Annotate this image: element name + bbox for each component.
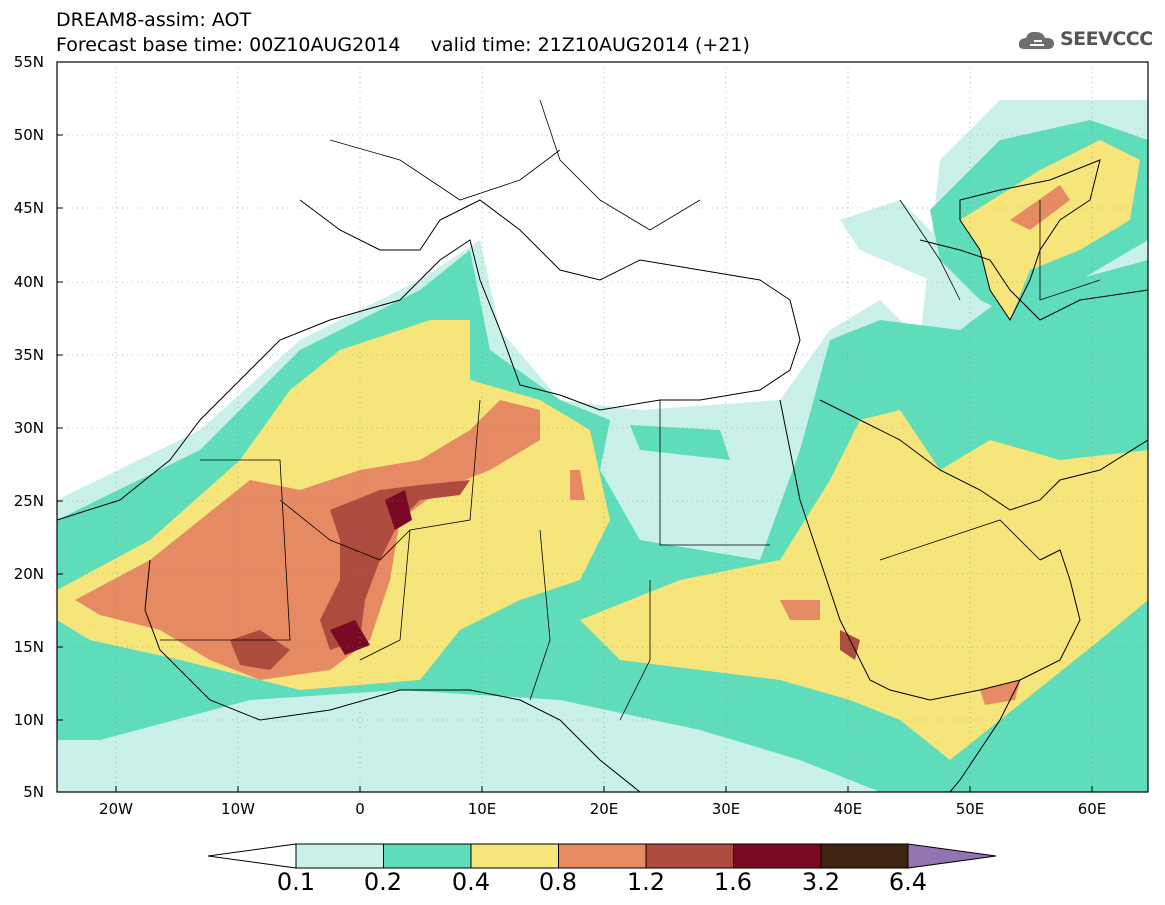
aot-0.2-region: [630, 425, 730, 460]
lon-label: 0: [355, 800, 365, 818]
colorbar-label: 0.8: [538, 868, 578, 896]
colorbar-label: 0.2: [363, 868, 403, 896]
logo-text: SEEVCCC: [1060, 28, 1153, 50]
coastline: [919, 239, 1148, 321]
coastline: [57, 199, 801, 521]
coastline: [1019, 549, 1081, 681]
lon-label: 10W: [221, 800, 255, 818]
cloud-icon: [1018, 31, 1054, 49]
colorbar-swatch: [558, 843, 647, 869]
colorbar-label: 0.4: [451, 868, 491, 896]
lon-label: 50E: [955, 800, 985, 818]
border: [359, 529, 411, 661]
lon-label: 30E: [711, 800, 741, 818]
aot-0.8-region: [570, 470, 585, 500]
aot-1.2-region: [840, 630, 860, 660]
aot-0.1-region: [840, 200, 950, 280]
border: [1039, 200, 1101, 301]
lat-label: 40N: [13, 273, 44, 291]
lon-label: 40E: [833, 800, 863, 818]
colorbar-swatch: [645, 843, 734, 869]
lat-label: 30N: [13, 419, 44, 437]
colorbar-swatch: [295, 843, 384, 869]
aot-1.6-region: [330, 620, 370, 655]
border: [619, 580, 651, 721]
border: [279, 399, 481, 561]
coastline: [779, 399, 1021, 792]
border: [899, 199, 961, 301]
coastline: [144, 559, 641, 792]
border: [329, 139, 561, 201]
aot-0.8-region: [980, 680, 1020, 705]
colorbar-swatch: [733, 843, 822, 869]
lon-label: 20E: [589, 800, 619, 818]
colorbar-label: 1.6: [713, 868, 753, 896]
axis-ticks: [57, 61, 1093, 793]
border: [539, 99, 701, 231]
border: [659, 400, 770, 546]
lat-label: 45N: [13, 199, 44, 217]
aot-1.6-region: [385, 490, 412, 530]
lat-label: 25N: [13, 492, 44, 510]
lat-label: 10N: [13, 711, 44, 729]
colorbar-low-arrow: [207, 843, 297, 869]
lat-label: 15N: [13, 638, 44, 656]
aot-0.4-region: [960, 140, 1140, 320]
border: [160, 459, 291, 641]
colorbar-swatch: [820, 843, 909, 869]
lon-label: 20W: [99, 800, 133, 818]
lat-label: 20N: [13, 565, 44, 583]
map-frame: [56, 61, 1149, 793]
coastline: [819, 399, 1148, 511]
colorbar-label: 1.2: [626, 868, 666, 896]
map-subtitle: Forecast base time: 00Z10AUG2014 valid t…: [56, 34, 750, 56]
lat-label: 5N: [23, 783, 44, 801]
lat-label: 35N: [13, 346, 44, 364]
border: [879, 519, 1041, 561]
colorbar-label: 6.4: [888, 868, 928, 896]
aot-1.2-region: [320, 480, 470, 650]
colorbar-label: 0.1: [276, 868, 316, 896]
colorbar-swatch: [470, 843, 559, 869]
colorbar-swatch: [383, 843, 472, 869]
aot-0.4-region: [580, 410, 1148, 760]
lat-label: 50N: [13, 126, 44, 144]
colorbar-label: 3.2: [801, 868, 841, 896]
map-title: DREAM8-assim: AOT: [56, 9, 252, 31]
aot-0.8-region: [780, 600, 820, 620]
lon-label: 10E: [467, 800, 497, 818]
colorbar-high-arrow: [907, 843, 997, 869]
lat-label: 55N: [13, 53, 44, 71]
border: [529, 529, 551, 701]
lon-label: 60E: [1077, 800, 1107, 818]
aot-0.8-region: [75, 400, 540, 680]
